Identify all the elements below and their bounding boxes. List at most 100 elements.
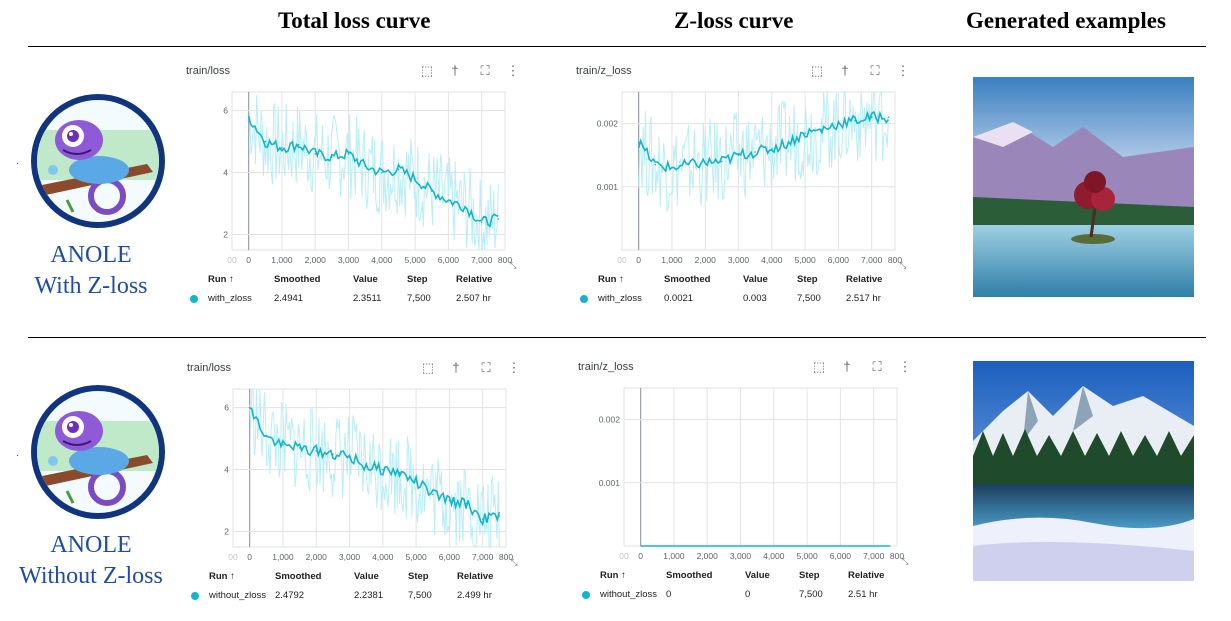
x-tick-label: 00 bbox=[619, 551, 629, 561]
line-chart: 00 0 1,000 2,000 3,000 4,000 5,000 6,000 7,000 80… bbox=[599, 387, 909, 566]
table-cell-relative: 2.507 hr bbox=[456, 293, 491, 304]
table-header-step: Step bbox=[407, 274, 428, 285]
x-tick-label: 4,000 bbox=[372, 552, 394, 562]
x-tick-label: 00 bbox=[228, 552, 238, 562]
data-point bbox=[382, 468, 384, 471]
data-point bbox=[365, 465, 367, 468]
x-tick-label: 00 bbox=[617, 255, 627, 265]
pin-icon[interactable]: † bbox=[841, 63, 849, 78]
data-point bbox=[465, 502, 467, 505]
x-tick-label: 6,000 bbox=[438, 255, 460, 265]
data-point bbox=[414, 177, 416, 180]
plot-frame bbox=[623, 387, 898, 547]
generated-example-mountain-lake bbox=[973, 361, 1194, 581]
raw-series-line bbox=[249, 388, 500, 549]
data-point bbox=[248, 406, 251, 409]
more-vert-icon[interactable]: ⋮ bbox=[507, 360, 521, 375]
table-header-relative: Relative bbox=[457, 571, 494, 582]
x-tick-label: 6,000 bbox=[828, 255, 850, 265]
model-label-with-zloss: ANOLE With Z-loss bbox=[6, 240, 176, 302]
chameleon-icon bbox=[37, 120, 159, 215]
data-point bbox=[314, 153, 317, 155]
top-rule bbox=[28, 46, 1206, 47]
x-tick-label: 2,000 bbox=[305, 255, 327, 265]
smoothed-series-line bbox=[247, 115, 499, 228]
data-point bbox=[448, 499, 451, 502]
fit-domain-icon[interactable]: ⬚ bbox=[420, 63, 434, 78]
data-point bbox=[364, 165, 366, 168]
table-cell-smoothed: 2.4941 bbox=[274, 293, 304, 304]
model-name: ANOLE bbox=[50, 532, 132, 558]
pin-icon[interactable]: † bbox=[843, 359, 851, 374]
table-cell-run: without_zloss bbox=[600, 589, 658, 600]
smoothed-series-line bbox=[637, 110, 889, 173]
data-point bbox=[282, 443, 284, 446]
table-header-step: Step bbox=[797, 274, 818, 285]
run-color-dot bbox=[580, 295, 588, 303]
fullscreen-icon[interactable]: ⛶ bbox=[872, 359, 882, 374]
more-vert-icon[interactable]: ⋮ bbox=[896, 63, 910, 78]
x-tick-label: 3,000 bbox=[339, 552, 361, 562]
fullscreen-icon[interactable]: ⛶ bbox=[870, 63, 880, 78]
header-generated-examples: Generated examples bbox=[966, 8, 1166, 33]
x-tick-label: 2,000 bbox=[697, 551, 719, 561]
table-header-smoothed: Smoothed bbox=[666, 570, 713, 581]
model-name: ANOLE bbox=[50, 242, 132, 268]
table-header-run[interactable]: Run ↑ bbox=[209, 571, 235, 582]
table-header-relative: Relative bbox=[456, 274, 493, 285]
table-cell-run: with_zloss bbox=[598, 293, 642, 304]
data-point bbox=[332, 453, 334, 455]
table-cell-smoothed: 2.4792 bbox=[275, 590, 305, 601]
table-header-run[interactable]: Run ↑ bbox=[600, 570, 626, 581]
x-tick-label: 3,000 bbox=[338, 255, 360, 265]
chameleon-icon bbox=[37, 411, 159, 506]
pin-icon[interactable]: † bbox=[451, 63, 459, 78]
data-point bbox=[854, 119, 856, 122]
anole-logo bbox=[31, 94, 165, 228]
x-tick-label: 2,000 bbox=[695, 255, 717, 265]
fit-domain-icon[interactable]: ⬚ bbox=[421, 360, 435, 375]
plot-frame bbox=[232, 388, 507, 548]
header-z-loss: Z-loss curve bbox=[674, 8, 794, 33]
chart-title: train/z_loss bbox=[578, 361, 634, 373]
data-point bbox=[637, 141, 640, 144]
data-point bbox=[804, 132, 806, 134]
y-tick-label: 2 bbox=[224, 527, 229, 537]
data-point bbox=[820, 129, 823, 131]
data-point bbox=[837, 122, 840, 125]
x-tick-label: 4,000 bbox=[763, 551, 785, 561]
data-point bbox=[671, 167, 673, 169]
x-tick-label: 7,000 bbox=[861, 255, 883, 265]
data-point bbox=[315, 450, 318, 452]
y-tick-label: 2 bbox=[223, 230, 228, 240]
chart-title: train/z_loss bbox=[576, 65, 632, 77]
fullscreen-icon[interactable]: ⛶ bbox=[481, 360, 491, 375]
x-tick-label: 5,000 bbox=[794, 255, 816, 265]
fit-domain-icon[interactable]: ⬚ bbox=[810, 63, 824, 78]
y-tick-label: 4 bbox=[224, 465, 229, 475]
data-point bbox=[754, 151, 756, 153]
data-point bbox=[298, 447, 301, 449]
table-header-value: Value bbox=[353, 274, 378, 285]
more-vert-icon[interactable]: ⋮ bbox=[506, 63, 520, 78]
fit-domain-icon[interactable]: ⬚ bbox=[812, 359, 826, 374]
dot-mark: · bbox=[16, 158, 20, 169]
table-header-value: Value bbox=[354, 571, 379, 582]
smoothed-series-line bbox=[249, 407, 501, 527]
data-point bbox=[281, 146, 283, 149]
data-point bbox=[498, 515, 501, 517]
table-header-run[interactable]: Run ↑ bbox=[208, 274, 234, 285]
pin-icon[interactable]: † bbox=[452, 360, 460, 375]
more-vert-icon[interactable]: ⋮ bbox=[898, 359, 912, 374]
x-tick-label: 5,000 bbox=[404, 255, 426, 265]
header-total-loss: Total loss curve bbox=[278, 8, 431, 33]
x-tick-label: 4,000 bbox=[761, 255, 783, 265]
x-tick-label: 1,000 bbox=[271, 255, 293, 265]
x-tick-label: 1,000 bbox=[661, 255, 683, 265]
table-header-run[interactable]: Run ↑ bbox=[598, 274, 624, 285]
fullscreen-icon[interactable]: ⛶ bbox=[480, 63, 490, 78]
table-header-step: Step bbox=[799, 570, 820, 581]
table-cell-relative: 2.51 hr bbox=[848, 589, 878, 600]
x-tick-label: 0 bbox=[638, 551, 643, 561]
x-tick-label: 7,000 bbox=[472, 552, 494, 562]
